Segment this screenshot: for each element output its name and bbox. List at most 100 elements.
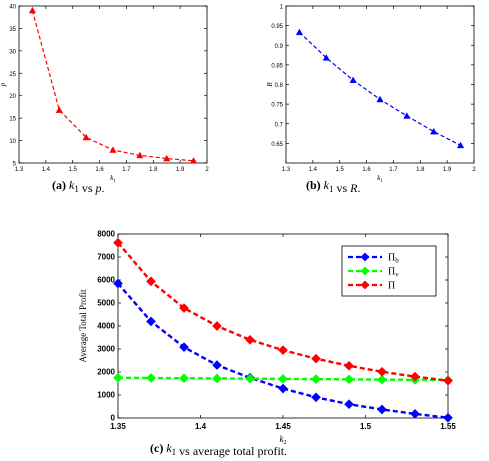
data-point: [295, 28, 304, 36]
caption-var2: p: [95, 181, 102, 195]
caption-tail: .: [102, 181, 105, 195]
x-axis-label-var: k: [377, 174, 381, 182]
caption-c: (c) k1 vs average total profit.: [150, 441, 287, 458]
y-tick-label: 10: [9, 139, 16, 145]
x-axis-label-var: k: [280, 434, 285, 444]
series-line-0: [31, 10, 194, 162]
y-tick-label: 35: [9, 27, 16, 33]
y-tick-label: 20: [9, 94, 16, 100]
x-axis-label-sub: 1: [113, 179, 116, 184]
y-tick-label: 30: [9, 49, 16, 55]
caption-var1: k: [324, 178, 330, 192]
x-axis-label: k1: [110, 174, 116, 184]
y-tick-label: 6000: [97, 276, 115, 285]
x-tick-label: 1.3: [15, 167, 24, 173]
x-axis-label-sub: 1: [380, 179, 383, 184]
y-tick-label: 0.9: [275, 44, 284, 50]
x-axis-label-var: k: [110, 174, 114, 182]
series-line-0: [117, 282, 449, 419]
data-point: [410, 409, 420, 419]
y-tick-label: 0.85: [271, 63, 283, 69]
x-tick-label: 1.6: [362, 167, 371, 173]
caption-var1: k: [166, 441, 172, 455]
data-point: [245, 334, 255, 345]
data-point: [179, 342, 189, 352]
x-tick-label: 1.35: [110, 422, 126, 431]
y-tick-label: 0.8: [275, 83, 284, 89]
legend-entry: Π: [388, 281, 395, 292]
data-point: [349, 76, 357, 83]
x-tick-label: 2: [472, 167, 476, 173]
y-tick-label: 25: [9, 72, 16, 78]
data-point: [278, 383, 288, 394]
plot-frame: [18, 5, 208, 164]
x-tick-label: 1.6: [95, 167, 104, 173]
legend-entry-sub: b: [395, 257, 399, 265]
legend-swatch-marker: [360, 252, 370, 262]
chart-c: 0 1000 2000 3000 4000 5000 6000 7000 8000 1.35 1.4…: [78, 230, 456, 447]
caption-sub: 1: [172, 447, 177, 457]
x-tick-label: 1.5: [360, 422, 372, 431]
y-tick-label: 15: [9, 117, 16, 123]
y-tick-label: 3000: [97, 345, 115, 354]
data-point: [82, 133, 90, 141]
data-point: [311, 392, 321, 403]
legend-entry-base: Π: [388, 267, 395, 278]
data-point: [443, 412, 453, 423]
legend-entry-sub: v: [395, 271, 399, 279]
data-point: [344, 374, 354, 385]
legend-swatch-marker: [360, 280, 370, 290]
y-axis-label: R: [266, 82, 274, 88]
x-tick-label: 1.5: [69, 167, 78, 173]
caption-tag: (c): [150, 441, 163, 455]
x-tick-label: 1.4: [195, 422, 207, 431]
x-tick-label: 1.7: [122, 167, 131, 173]
caption-vs: vs: [82, 181, 93, 195]
caption-var2: R: [349, 181, 358, 195]
data-point: [146, 316, 156, 327]
plot-frame: [285, 5, 475, 164]
caption-sub: 1: [329, 184, 334, 194]
x-axis-label: k2: [280, 434, 287, 446]
x-tick-label: 1.55: [440, 422, 456, 431]
legend-entry: Πb: [388, 253, 399, 265]
data-point: [322, 54, 330, 61]
x-tick-label: 1.5: [336, 167, 345, 173]
data-point: [163, 154, 171, 162]
caption-tag: (a): [52, 178, 66, 192]
data-point: [212, 321, 222, 331]
data-point: [146, 373, 156, 383]
data-point: [189, 157, 198, 164]
chart-a: 5 10 15 20 25 30 35 40 1.3 1.4 1.5 1.6 1.7 1.8 1.9 2 k1 p: [0, 5, 209, 185]
x-tick-label: 1.9: [443, 167, 452, 173]
caption-tag: (b): [306, 178, 321, 192]
y-tick-label: 5: [13, 162, 17, 168]
data-point: [456, 141, 465, 149]
y-tick-label: 1: [280, 5, 284, 11]
data-point: [179, 303, 189, 313]
x-tick-label: 1.8: [149, 167, 158, 173]
data-point: [376, 95, 384, 103]
x-axis-label-sub: 2: [284, 440, 287, 446]
data-point: [113, 237, 123, 248]
caption-vs: vs: [337, 181, 348, 195]
y-tick-label: 8000: [97, 230, 115, 239]
y-axis-label: p: [0, 82, 7, 87]
y-tick-label: 2000: [97, 368, 115, 377]
x-tick-label: 1.4: [309, 167, 318, 173]
data-point: [212, 373, 222, 384]
legend-entry-base: Π: [388, 281, 395, 292]
series-line-1: [117, 376, 449, 382]
data-point: [377, 366, 387, 377]
chart-b: 0.65 0.7 0.75 0.8 0.85 0.9 0.95 1 1.3 1.4 1.5 1.6 1.…: [266, 5, 476, 185]
y-tick-label: 1000: [97, 391, 115, 400]
caption-a: (a) k1 vs p.: [52, 178, 105, 195]
legend-entry: Πv: [388, 267, 399, 279]
y-tick-label: 0: [111, 414, 116, 423]
x-tick-label: 2: [205, 167, 209, 173]
y-tick-label: 40: [9, 5, 16, 11]
data-point: [146, 276, 156, 287]
legend-swatch-marker: [360, 266, 370, 276]
y-tick-label: 7000: [97, 253, 115, 262]
